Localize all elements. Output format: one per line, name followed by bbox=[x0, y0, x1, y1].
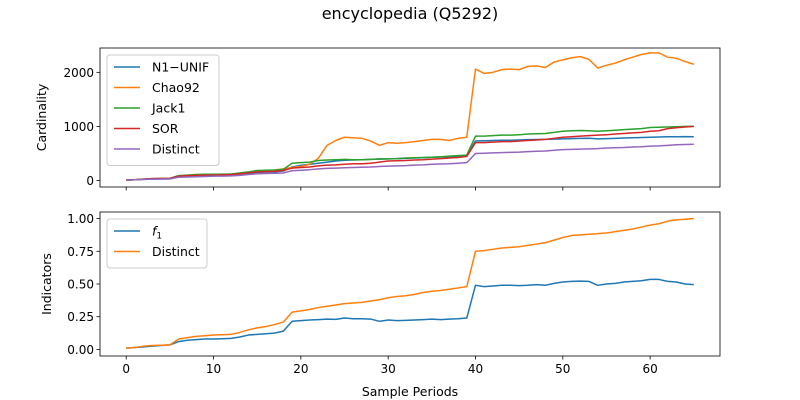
x-tick-label: 60 bbox=[643, 362, 658, 376]
legend-label: SOR bbox=[152, 121, 179, 136]
legend-label: Jack1 bbox=[151, 101, 185, 116]
x-tick-label: 40 bbox=[468, 362, 483, 376]
legend-label: N1−UNIF bbox=[152, 60, 209, 75]
x-tick-label: 30 bbox=[381, 362, 396, 376]
cardinality-panel: 0 1000 2000 Cardinality N1−UNIF Chao92 Jack1 SO… bbox=[34, 47, 721, 191]
y-tick-label: 0.00 bbox=[67, 343, 94, 357]
legend-label: Distinct bbox=[152, 244, 200, 259]
legend-label: Chao92 bbox=[152, 80, 200, 95]
legend-box bbox=[106, 54, 220, 166]
y-tick-label: 0.25 bbox=[67, 310, 94, 324]
x-tick-label: 10 bbox=[206, 362, 221, 376]
series-line-f bbox=[126, 278, 694, 349]
series-line-sor bbox=[126, 125, 694, 181]
y-tick-label: 2000 bbox=[63, 66, 94, 80]
plot-frame bbox=[99, 47, 721, 188]
y-axis-label: Cardinality bbox=[34, 83, 49, 151]
y-tick-label: 0.75 bbox=[67, 245, 94, 259]
y-tick-label: 0.50 bbox=[67, 278, 94, 292]
x-tick-label: 20 bbox=[293, 362, 308, 376]
figure-title: encyclopedia (Q5292) bbox=[322, 4, 499, 23]
x-tick-label: 0 bbox=[122, 362, 130, 376]
x-axis-label: Sample Periods bbox=[362, 384, 458, 399]
legend-label: Distinct bbox=[152, 142, 200, 157]
indicators-panel: 0 10 20 30 40 50 60 0.00 0.25 0.50 0.75 1.00 Indicat… bbox=[39, 211, 721, 399]
series-line-distinct bbox=[126, 143, 694, 181]
series-line-distinct bbox=[126, 217, 694, 349]
legend-label: f1 bbox=[152, 224, 162, 242]
y-axis-label: Indicators bbox=[39, 253, 54, 315]
y-tick-label: 0 bbox=[86, 174, 94, 188]
y-tick-label: 1.00 bbox=[67, 212, 94, 226]
y-tick-label: 1000 bbox=[63, 120, 94, 134]
x-tick-label: 50 bbox=[555, 362, 570, 376]
